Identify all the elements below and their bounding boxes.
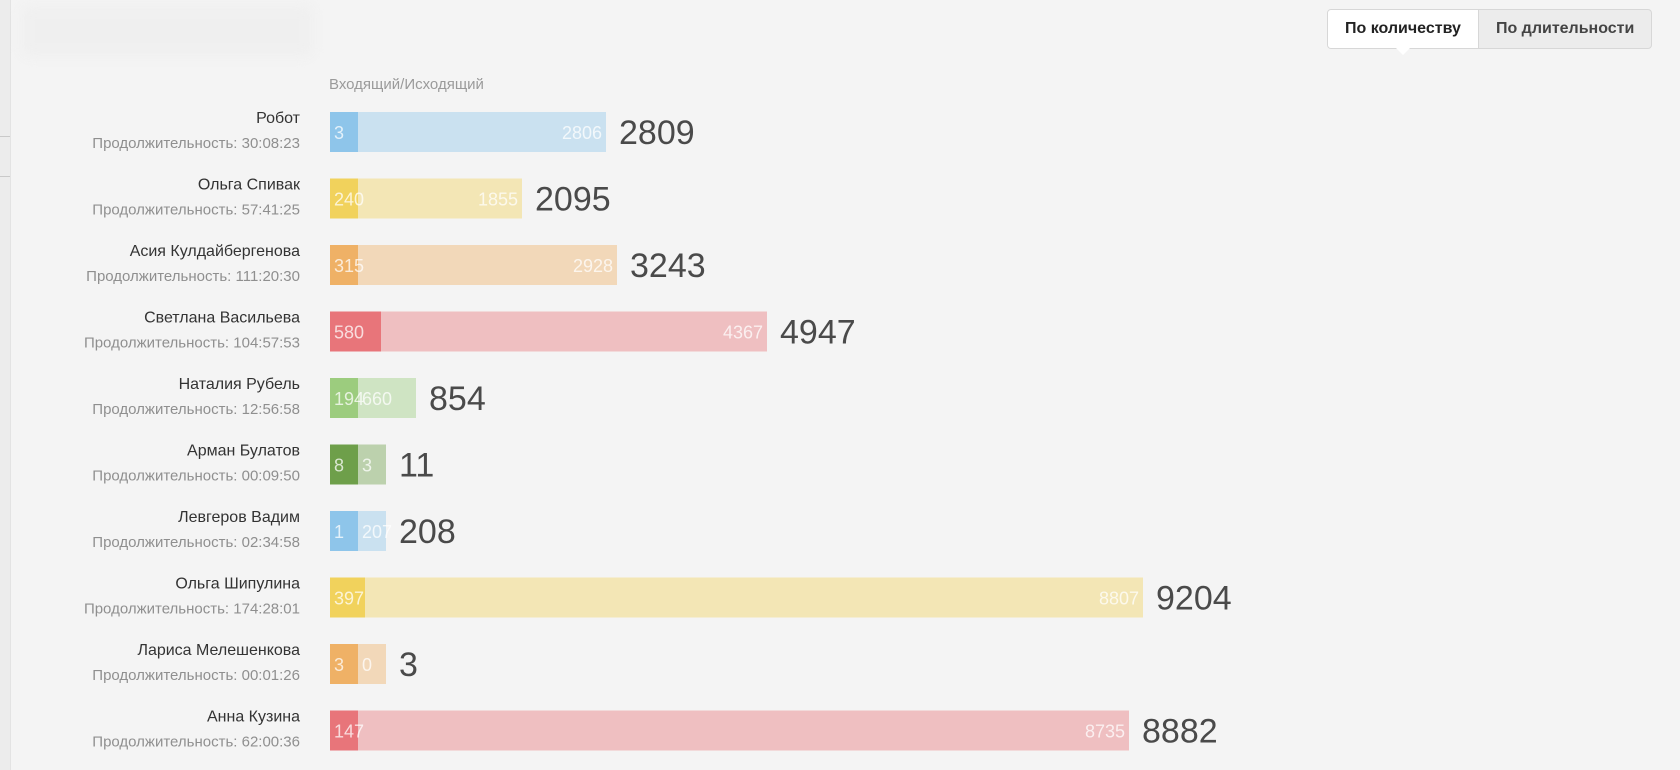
- agent-duration: Продолжительность: 111:20:30: [86, 268, 300, 285]
- incoming-value-label: 147: [334, 722, 364, 742]
- incoming-value-label: 3: [334, 655, 344, 675]
- total-value-label: 11: [399, 447, 434, 485]
- sort-toggle[interactable]: По количеству По длительности: [1327, 9, 1653, 55]
- agent-name: Ольга Спивак: [198, 177, 301, 194]
- incoming-bar: [330, 644, 358, 684]
- outgoing-value-label: 0: [362, 655, 372, 675]
- total-value-label: 2809: [619, 114, 695, 152]
- sort-by-count-button[interactable]: По количеству: [1328, 10, 1478, 55]
- outgoing-bar: [381, 311, 767, 352]
- incoming-value-label: 194: [334, 389, 364, 409]
- total-value-label: 208: [399, 513, 456, 551]
- outgoing-bar: [358, 710, 1129, 751]
- total-value-label: 4947: [780, 314, 856, 352]
- incoming-bar: [330, 444, 358, 485]
- outgoing-bar: [358, 511, 386, 551]
- agent-name: Арман Булатов: [187, 443, 300, 460]
- agent-name: Робот: [256, 110, 301, 127]
- agent-name: Наталия Рубель: [179, 376, 300, 393]
- sort-by-duration-button[interactable]: По длительности: [1477, 10, 1651, 48]
- agent-name: Анна Кузина: [207, 709, 300, 726]
- agent-name: Лариса Мелешенкова: [137, 642, 300, 659]
- outgoing-value-label: 2928: [573, 256, 613, 276]
- outgoing-value-label: 660: [362, 389, 392, 409]
- outgoing-bar: [365, 577, 1143, 618]
- incoming-value-label: 1: [334, 522, 344, 542]
- column-header: Входящий/Исходящий: [329, 76, 484, 93]
- incoming-value-label: 315: [334, 256, 364, 276]
- agent-name: Светлана Васильева: [144, 310, 300, 327]
- incoming-bar: [330, 311, 381, 352]
- incoming-bar: [330, 577, 365, 618]
- agent-duration: Продолжительность: 00:01:26: [92, 667, 300, 684]
- incoming-value-label: 240: [334, 190, 364, 210]
- total-value-label: 3: [399, 646, 418, 684]
- outgoing-value-label: 2806: [562, 123, 602, 143]
- total-value-label: 8882: [1142, 713, 1218, 751]
- outgoing-value-label: 8735: [1085, 722, 1125, 742]
- incoming-bar: [330, 710, 358, 751]
- agent-duration: Продолжительность: 57:41:25: [92, 202, 300, 219]
- agent-duration: Продолжительность: 174:28:01: [84, 601, 300, 618]
- outgoing-bar: [358, 245, 617, 285]
- incoming-value-label: 580: [334, 323, 364, 343]
- incoming-bar: [330, 511, 358, 551]
- left-panel-edge: [0, 0, 11, 770]
- outgoing-bar: [358, 378, 416, 418]
- agent-duration: Продолжительность: 30:08:23: [92, 135, 300, 152]
- agent-name: Ольга Шипулина: [175, 576, 300, 593]
- outgoing-value-label: 1855: [478, 190, 518, 210]
- outgoing-bar: [358, 644, 386, 684]
- agent-name: Левгеров Вадим: [178, 509, 300, 526]
- incoming-value-label: 397: [334, 589, 364, 609]
- total-value-label: 2095: [535, 181, 611, 219]
- outgoing-bar: [358, 178, 522, 219]
- total-value-label: 9204: [1156, 580, 1232, 618]
- agent-duration: Продолжительность: 62:00:36: [92, 734, 300, 751]
- total-value-label: 854: [429, 380, 486, 418]
- outgoing-bar: [358, 444, 386, 485]
- outgoing-value-label: 207: [362, 522, 392, 542]
- total-value-label: 3243: [630, 247, 706, 285]
- incoming-bar: [330, 112, 358, 152]
- outgoing-bar: [358, 112, 606, 152]
- outgoing-value-label: 4367: [723, 323, 763, 343]
- agent-name: Асия Кулдайбергенова: [130, 243, 300, 260]
- incoming-bar: [330, 245, 358, 285]
- incoming-value-label: 8: [334, 456, 344, 476]
- outgoing-value-label: 8807: [1099, 589, 1139, 609]
- incoming-bar: [330, 178, 358, 219]
- agent-duration: Продолжительность: 12:56:58: [92, 401, 300, 418]
- incoming-value-label: 3: [334, 123, 344, 143]
- agent-duration: Продолжительность: 02:34:58: [92, 534, 300, 551]
- outgoing-value-label: 3: [362, 456, 372, 476]
- incoming-bar: [330, 378, 358, 418]
- agent-duration: Продолжительность: 00:09:50: [92, 468, 300, 485]
- blurred-filter-control: [22, 6, 312, 56]
- agent-duration: Продолжительность: 104:57:53: [84, 335, 300, 352]
